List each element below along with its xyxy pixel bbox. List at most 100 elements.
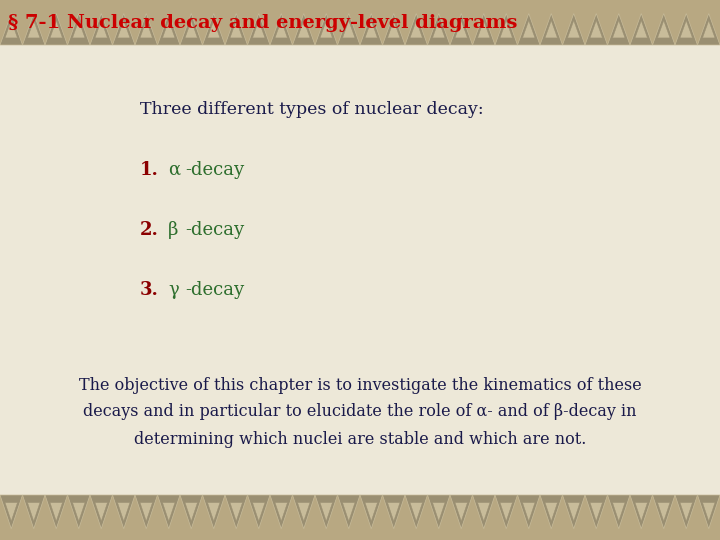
- Polygon shape: [540, 14, 562, 45]
- Polygon shape: [202, 495, 225, 529]
- Polygon shape: [0, 495, 22, 529]
- Text: § 7-1 Nuclear decay and energy-level diagrams: § 7-1 Nuclear decay and energy-level dia…: [8, 14, 518, 31]
- Polygon shape: [540, 495, 562, 529]
- Text: -decay: -decay: [185, 281, 244, 299]
- Polygon shape: [500, 21, 513, 38]
- Polygon shape: [207, 503, 220, 521]
- Polygon shape: [405, 495, 428, 529]
- Polygon shape: [703, 21, 715, 38]
- Polygon shape: [635, 21, 647, 38]
- Polygon shape: [567, 21, 580, 38]
- Polygon shape: [523, 503, 535, 521]
- Polygon shape: [405, 14, 428, 45]
- Polygon shape: [95, 503, 107, 521]
- Polygon shape: [365, 503, 377, 521]
- Text: The objective of this chapter is to investigate the kinematics of these: The objective of this chapter is to inve…: [78, 376, 642, 394]
- Polygon shape: [608, 14, 630, 45]
- Polygon shape: [112, 495, 135, 529]
- Polygon shape: [45, 495, 68, 529]
- Text: -decay: -decay: [185, 161, 244, 179]
- Polygon shape: [518, 495, 540, 529]
- Polygon shape: [27, 503, 40, 521]
- Polygon shape: [613, 21, 625, 38]
- Polygon shape: [523, 21, 535, 38]
- Text: γ: γ: [168, 281, 179, 299]
- Polygon shape: [387, 21, 400, 38]
- Polygon shape: [158, 495, 180, 529]
- Polygon shape: [675, 14, 698, 45]
- Polygon shape: [95, 21, 107, 38]
- Polygon shape: [608, 495, 630, 529]
- Polygon shape: [117, 503, 130, 521]
- Polygon shape: [230, 503, 243, 521]
- Polygon shape: [140, 21, 153, 38]
- Polygon shape: [50, 503, 63, 521]
- Polygon shape: [630, 14, 652, 45]
- Text: Three different types of nuclear decay:: Three different types of nuclear decay:: [140, 102, 484, 118]
- Polygon shape: [320, 21, 333, 38]
- Polygon shape: [90, 14, 112, 45]
- Polygon shape: [360, 14, 382, 45]
- Polygon shape: [703, 503, 715, 521]
- Polygon shape: [455, 21, 467, 38]
- Polygon shape: [675, 495, 698, 529]
- Polygon shape: [22, 14, 45, 45]
- Polygon shape: [230, 21, 243, 38]
- Polygon shape: [270, 14, 292, 45]
- Polygon shape: [657, 21, 670, 38]
- Polygon shape: [248, 14, 270, 45]
- Polygon shape: [365, 21, 377, 38]
- Polygon shape: [202, 14, 225, 45]
- Polygon shape: [477, 21, 490, 38]
- Polygon shape: [297, 21, 310, 38]
- Polygon shape: [518, 14, 540, 45]
- Text: α: α: [168, 161, 180, 179]
- Polygon shape: [185, 21, 197, 38]
- Polygon shape: [613, 503, 625, 521]
- Polygon shape: [433, 21, 445, 38]
- Polygon shape: [495, 14, 518, 45]
- Polygon shape: [562, 14, 585, 45]
- Polygon shape: [698, 495, 720, 529]
- Polygon shape: [680, 503, 693, 521]
- Polygon shape: [248, 495, 270, 529]
- Polygon shape: [500, 503, 513, 521]
- Polygon shape: [545, 503, 557, 521]
- Text: β: β: [168, 221, 179, 239]
- Polygon shape: [635, 503, 647, 521]
- Polygon shape: [343, 503, 355, 521]
- Polygon shape: [410, 503, 423, 521]
- Polygon shape: [253, 503, 265, 521]
- Polygon shape: [275, 503, 287, 521]
- Polygon shape: [45, 14, 68, 45]
- Text: 1.: 1.: [140, 161, 159, 179]
- Polygon shape: [320, 503, 333, 521]
- Polygon shape: [590, 503, 603, 521]
- Polygon shape: [455, 503, 467, 521]
- Polygon shape: [158, 14, 180, 45]
- Polygon shape: [315, 495, 338, 529]
- Polygon shape: [292, 495, 315, 529]
- Polygon shape: [5, 503, 17, 521]
- Polygon shape: [27, 21, 40, 38]
- Polygon shape: [180, 14, 202, 45]
- Polygon shape: [22, 495, 45, 529]
- Polygon shape: [292, 14, 315, 45]
- Polygon shape: [135, 14, 158, 45]
- Polygon shape: [433, 503, 445, 521]
- Polygon shape: [163, 503, 175, 521]
- Polygon shape: [117, 21, 130, 38]
- Polygon shape: [387, 503, 400, 521]
- Text: 2.: 2.: [140, 221, 159, 239]
- Polygon shape: [297, 503, 310, 521]
- Polygon shape: [360, 495, 382, 529]
- Polygon shape: [0, 14, 22, 45]
- Polygon shape: [428, 495, 450, 529]
- Polygon shape: [590, 21, 603, 38]
- Polygon shape: [585, 495, 608, 529]
- Polygon shape: [585, 14, 608, 45]
- Polygon shape: [652, 495, 675, 529]
- Polygon shape: [73, 503, 85, 521]
- Polygon shape: [68, 14, 90, 45]
- Polygon shape: [477, 503, 490, 521]
